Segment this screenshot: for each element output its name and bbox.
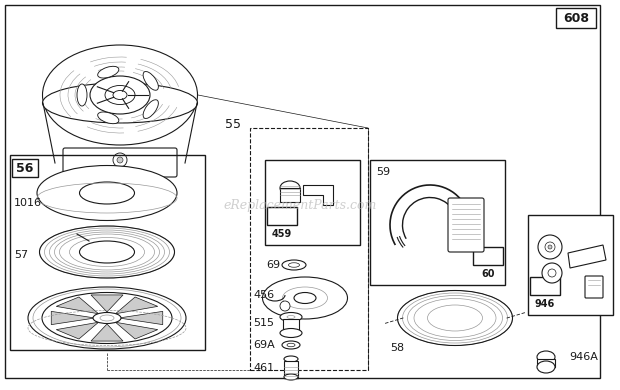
Text: 55: 55 — [225, 119, 241, 131]
Ellipse shape — [79, 182, 135, 204]
Text: 456: 456 — [253, 290, 274, 300]
Circle shape — [538, 235, 562, 259]
FancyBboxPatch shape — [585, 276, 603, 298]
Circle shape — [154, 179, 166, 191]
Circle shape — [548, 269, 556, 277]
Ellipse shape — [283, 287, 327, 309]
Text: 69A: 69A — [253, 340, 275, 350]
Ellipse shape — [143, 100, 158, 119]
Polygon shape — [56, 322, 99, 339]
Bar — [250, 128, 368, 370]
Ellipse shape — [282, 341, 300, 349]
Ellipse shape — [537, 361, 555, 373]
Ellipse shape — [280, 312, 302, 321]
Text: 461: 461 — [253, 363, 274, 373]
Ellipse shape — [77, 84, 87, 106]
Circle shape — [117, 157, 123, 163]
Circle shape — [157, 183, 162, 188]
Ellipse shape — [79, 241, 135, 263]
Text: 515: 515 — [253, 318, 274, 328]
Polygon shape — [303, 185, 333, 205]
Ellipse shape — [288, 263, 299, 267]
Polygon shape — [91, 295, 123, 312]
Ellipse shape — [143, 71, 158, 90]
Text: eReplacementParts.com: eReplacementParts.com — [223, 199, 377, 211]
Polygon shape — [51, 311, 95, 324]
FancyBboxPatch shape — [448, 198, 484, 252]
Text: 57: 57 — [14, 250, 28, 260]
Ellipse shape — [28, 287, 186, 349]
Ellipse shape — [42, 292, 172, 344]
Bar — [12, 159, 38, 177]
Ellipse shape — [280, 328, 302, 337]
Text: 58: 58 — [390, 343, 404, 353]
Bar — [267, 207, 297, 225]
Text: 56: 56 — [16, 161, 33, 174]
Ellipse shape — [262, 277, 347, 319]
Polygon shape — [91, 324, 123, 341]
Ellipse shape — [100, 315, 114, 321]
Ellipse shape — [37, 165, 177, 220]
Circle shape — [542, 263, 562, 283]
Ellipse shape — [43, 83, 198, 123]
Circle shape — [545, 242, 555, 252]
Bar — [283, 319, 299, 333]
Text: 946A: 946A — [569, 352, 598, 362]
Circle shape — [74, 179, 86, 191]
Ellipse shape — [98, 66, 119, 78]
Ellipse shape — [428, 305, 482, 331]
Bar — [528, 215, 613, 315]
Ellipse shape — [287, 343, 295, 347]
Text: 946: 946 — [535, 299, 555, 309]
Text: 60: 60 — [481, 269, 495, 279]
Text: 69: 69 — [266, 260, 280, 270]
Polygon shape — [115, 297, 157, 314]
Ellipse shape — [537, 351, 555, 363]
Circle shape — [113, 153, 127, 167]
Circle shape — [548, 245, 552, 249]
Polygon shape — [56, 297, 99, 314]
Ellipse shape — [287, 316, 295, 319]
Bar — [265, 160, 360, 245]
Bar — [370, 160, 505, 285]
Circle shape — [280, 301, 290, 311]
Ellipse shape — [98, 112, 119, 124]
Ellipse shape — [282, 260, 306, 270]
Bar — [473, 247, 503, 265]
Text: 59: 59 — [376, 167, 390, 177]
Bar — [280, 188, 300, 202]
Ellipse shape — [294, 292, 316, 303]
Bar — [530, 277, 560, 295]
Polygon shape — [115, 322, 157, 339]
Polygon shape — [119, 311, 162, 324]
Bar — [556, 8, 596, 28]
Ellipse shape — [280, 181, 300, 195]
Ellipse shape — [105, 85, 135, 105]
Ellipse shape — [90, 76, 150, 114]
Ellipse shape — [113, 90, 127, 99]
Ellipse shape — [284, 356, 298, 362]
Bar — [10, 155, 205, 350]
Ellipse shape — [284, 374, 298, 380]
Text: 608: 608 — [563, 11, 589, 25]
Bar — [284, 361, 298, 377]
Text: 459: 459 — [272, 229, 292, 239]
Text: 1016: 1016 — [14, 198, 42, 208]
Polygon shape — [568, 245, 606, 268]
Bar — [537, 359, 555, 367]
FancyBboxPatch shape — [63, 148, 177, 177]
Circle shape — [78, 183, 82, 188]
Ellipse shape — [93, 312, 121, 323]
Ellipse shape — [43, 45, 198, 145]
